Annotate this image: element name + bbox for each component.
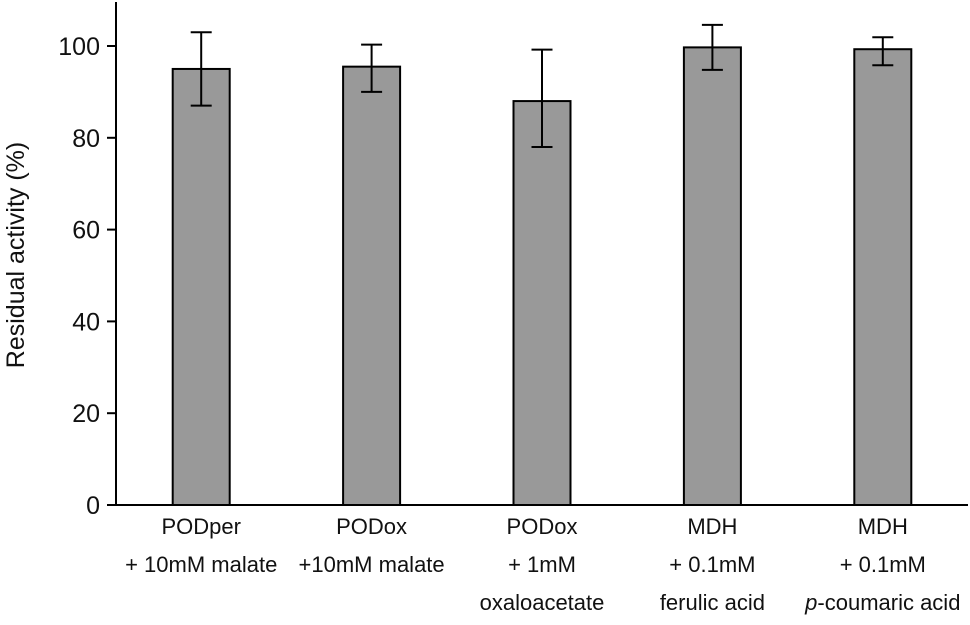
bar-4 — [682, 46, 742, 506]
bar-1 — [171, 67, 231, 506]
y-tick-label-20: 20 — [72, 400, 100, 428]
x-category-label-line: p-coumaric acid — [804, 590, 960, 615]
x-category-label-line: + 0.1mM — [840, 552, 926, 577]
y-tick-label-0: 0 — [86, 492, 100, 520]
bar-5 — [853, 48, 913, 506]
bar-2 — [342, 65, 402, 506]
x-category-label-line: + 10mM malate — [125, 552, 277, 577]
x-category-label-4: MDH + 0.1mM ferulic acid — [660, 514, 765, 615]
x-category-label-line: + 1mM — [508, 552, 576, 577]
y-axis-ticks: 0 20 40 60 80 100 — [58, 33, 116, 520]
y-axis-label: Residual activity (%) — [2, 142, 30, 368]
x-category-label-line: PODper — [161, 514, 240, 539]
x-category-label-5: MDH + 0.1mM p-coumaric acid — [804, 514, 960, 615]
x-category-label-line: oxaloacetate — [480, 590, 605, 615]
x-category-label-line: + 0.1mM — [669, 552, 755, 577]
x-category-label-line: +10mM malate — [299, 552, 445, 577]
x-category-label-line: ferulic acid — [660, 590, 765, 615]
y-tick-label-80: 80 — [72, 125, 100, 153]
error-bar-4 — [701, 23, 723, 71]
x-category-label-2: PODox +10mM malate — [299, 514, 445, 577]
x-category-label-line: MDH — [687, 514, 737, 539]
bar-3 — [512, 100, 572, 507]
y-tick-label-100: 100 — [58, 33, 100, 61]
x-category-label-line: MDH — [858, 514, 908, 539]
x-category-label-line: PODox — [336, 514, 407, 539]
y-tick-label-40: 40 — [72, 308, 100, 336]
error-bar-1 — [190, 31, 212, 107]
error-bar-3 — [531, 48, 553, 148]
x-category-label-3: PODox + 1mM oxaloacetate — [480, 514, 605, 615]
error-bars — [190, 23, 894, 148]
x-category-label-1: PODper + 10mM malate — [125, 514, 277, 577]
y-tick-label-60: 60 — [72, 217, 100, 245]
x-category-label-line: PODox — [507, 514, 578, 539]
error-bar-2 — [361, 43, 383, 93]
error-bar-5 — [872, 36, 894, 67]
